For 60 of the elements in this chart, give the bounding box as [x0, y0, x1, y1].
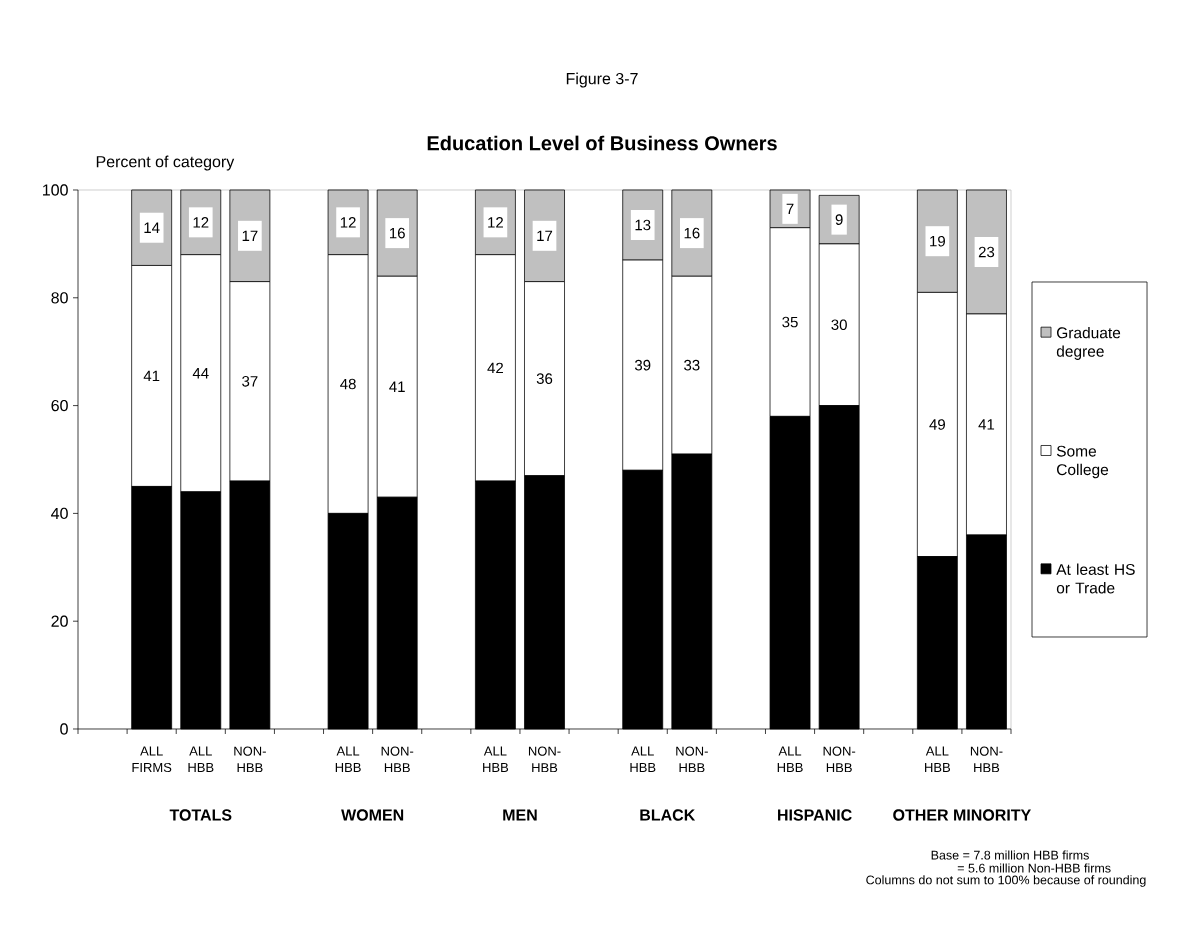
- x-tick-label: ALL HBB: [188, 746, 214, 772]
- y-tick-label: 40: [51, 507, 68, 520]
- data-label: 39: [634, 359, 651, 371]
- data-label: 35: [782, 316, 798, 328]
- legend-label: At least HS or Trade: [1056, 563, 1135, 594]
- text: BLACK: [640, 809, 696, 821]
- data-label: 41: [143, 370, 160, 382]
- text: MEN: [503, 809, 537, 821]
- data-label: 37: [242, 376, 258, 387]
- text: WOMEN: [341, 809, 404, 821]
- data-label: 33: [684, 359, 700, 371]
- data-label: 44: [192, 368, 209, 379]
- data-label: 36: [536, 373, 553, 384]
- text: Columns do not sum to 100% because of rounding: [866, 875, 1146, 887]
- data-label: 14: [144, 222, 160, 233]
- x-tick-label: NON-HBB: [234, 746, 266, 773]
- data-label: 12: [193, 217, 209, 228]
- legend-label: Graduate degree: [1056, 326, 1121, 360]
- data-label: 16: [684, 227, 700, 239]
- data-label: 12: [340, 217, 356, 228]
- legend-label: Some College: [1056, 445, 1109, 479]
- data-label: 17: [537, 230, 553, 241]
- x-tick-label: NON-HBB: [528, 746, 561, 773]
- data-label: 9: [835, 214, 843, 225]
- x-tick-label: ALL HBB: [483, 746, 509, 772]
- data-label: 42: [487, 362, 503, 374]
- text: OTHER MINORITY: [893, 809, 1031, 821]
- y-tick-label: 100: [43, 184, 68, 196]
- x-tick-label: ALL HBB: [925, 746, 951, 772]
- data-label: 16: [389, 227, 405, 239]
- text: TOTALS: [169, 809, 232, 821]
- y-axis-title: Percent of category: [96, 155, 235, 171]
- chart-title: Education Level of Business Owners: [427, 135, 777, 151]
- data-label: 19: [930, 235, 945, 247]
- x-tick-label: ALL HBB: [335, 746, 361, 772]
- text: = 5.6 million Non-HBB firms: [957, 863, 1111, 873]
- x-tick-label: ALL HBB: [630, 746, 656, 772]
- data-label: 41: [978, 419, 995, 430]
- text: HISPANIC: [778, 809, 852, 821]
- x-tick-label: NON-HBB: [823, 746, 856, 773]
- chart-subtitle: Figure 3-7: [566, 72, 638, 88]
- y-tick-label: 80: [51, 292, 68, 304]
- y-tick-label: 60: [51, 399, 68, 412]
- y-tick-label: 20: [51, 615, 68, 627]
- y-tick-label: 0: [60, 723, 68, 735]
- x-tick-label: ALL FIRMS: [132, 746, 172, 773]
- x-tick-label: NON-HBB: [970, 746, 1003, 773]
- x-tick-label: ALL HBB: [777, 746, 803, 772]
- data-label: 48: [340, 378, 356, 390]
- data-label: 7: [786, 203, 794, 215]
- x-tick-label: NON-HBB: [676, 746, 708, 773]
- data-label: 13: [635, 219, 651, 231]
- data-label: 12: [488, 217, 503, 228]
- data-label: 49: [929, 419, 945, 430]
- text: Base = 7.8 million HBB firms: [931, 850, 1089, 860]
- x-tick-label: NON-HBB: [381, 746, 414, 773]
- data-label: 30: [831, 319, 847, 331]
- data-label: 17: [242, 230, 258, 241]
- data-label: 41: [389, 381, 405, 392]
- data-label: 23: [978, 246, 995, 258]
